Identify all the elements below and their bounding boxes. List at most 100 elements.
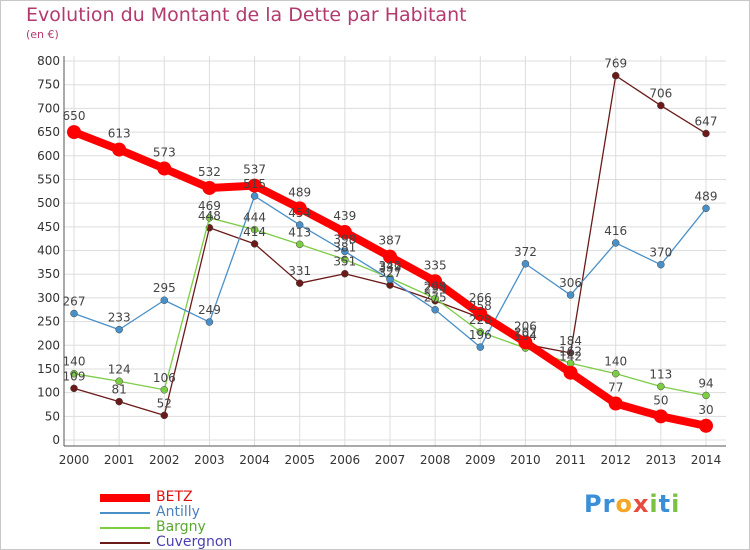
data-point-antilly xyxy=(386,275,394,284)
y-tick-label: 750 xyxy=(37,78,60,92)
data-label-bargny: 413 xyxy=(288,225,311,239)
x-tick-label: 2001 xyxy=(104,453,135,467)
data-label-antilly: 249 xyxy=(198,303,221,317)
x-tick-label: 2008 xyxy=(420,453,451,467)
data-point-cuvergnon xyxy=(657,101,665,110)
data-point-antilly xyxy=(160,296,169,304)
data-point-betz xyxy=(292,201,307,216)
data-point-bargny xyxy=(205,214,214,222)
legend: BETZ Antilly Bargny Cuvergnon xyxy=(100,489,360,550)
legend-item-antilly: Antilly xyxy=(100,504,360,520)
x-tick-label: 2006 xyxy=(330,453,361,467)
data-point-bargny xyxy=(341,255,349,264)
series-lines xyxy=(67,71,713,433)
data-point-betz xyxy=(112,142,127,157)
data-label-bargny: 342 xyxy=(379,259,402,273)
data-point-antilly xyxy=(521,260,530,268)
data-label-betz: 387 xyxy=(379,234,402,248)
data-label-bargny: 106 xyxy=(153,371,176,385)
data-point-bargny xyxy=(250,225,259,234)
x-tick-label: 2005 xyxy=(284,453,315,467)
data-point-antilly xyxy=(115,325,123,334)
logo-letter: r xyxy=(602,490,616,518)
data-point-bargny xyxy=(115,377,123,386)
data-labels: 109 81 52 448 414 331 351 327 294 258 202 184 769 706… xyxy=(63,57,718,417)
legend-label: BETZ xyxy=(156,489,193,505)
data-point-betz xyxy=(608,396,623,411)
data-label-betz: 489 xyxy=(288,185,311,199)
data-point-antilly xyxy=(657,260,665,269)
data-point-bargny xyxy=(702,391,710,400)
data-point-betz xyxy=(383,249,397,264)
y-tick-label: 0 xyxy=(52,433,60,447)
data-label-cuvergnon: 184 xyxy=(559,334,582,348)
y-tick-label: 50 xyxy=(45,409,60,423)
data-label-betz: 613 xyxy=(108,127,131,141)
data-label-bargny: 140 xyxy=(63,355,86,369)
data-point-antilly xyxy=(476,343,485,351)
data-point-cuvergnon xyxy=(115,397,123,406)
data-label-cuvergnon: 109 xyxy=(63,369,86,383)
x-tick-label: 2011 xyxy=(555,453,586,467)
y-tick-label: 650 xyxy=(37,125,60,139)
y-tick-label: 300 xyxy=(37,291,60,305)
data-point-antilly xyxy=(70,309,78,318)
data-label-antilly: 454 xyxy=(288,206,311,220)
proxiti-logo: Proxiti xyxy=(584,490,680,518)
legend-item-betz: BETZ xyxy=(100,489,360,505)
data-label-betz: 142 xyxy=(559,350,582,364)
data-point-betz xyxy=(202,180,217,195)
data-label-antilly: 372 xyxy=(514,245,537,259)
data-label-betz: 206 xyxy=(514,319,537,333)
data-point-antilly xyxy=(295,221,304,229)
legend-label: Antilly xyxy=(156,504,200,520)
legend-swatch xyxy=(100,494,150,502)
data-point-bargny xyxy=(431,294,439,303)
data-label-bargny: 140 xyxy=(604,355,627,369)
axes: 0501001502002503003504004505005506006507… xyxy=(37,54,726,467)
y-tick-label: 100 xyxy=(37,386,60,400)
data-label-bargny: 113 xyxy=(649,367,672,381)
data-point-bargny xyxy=(611,369,620,378)
data-label-bargny: 162 xyxy=(559,344,582,358)
y-tick-label: 250 xyxy=(37,315,60,329)
data-label-bargny: 194 xyxy=(514,329,537,343)
data-label-antilly: 489 xyxy=(695,189,718,203)
data-point-betz xyxy=(473,306,488,321)
legend-swatch xyxy=(100,542,150,544)
data-point-betz xyxy=(653,409,668,424)
data-label-antilly: 196 xyxy=(469,328,492,342)
legend-label: Cuvergnon xyxy=(156,534,233,550)
data-label-bargny: 94 xyxy=(698,376,713,390)
data-point-antilly xyxy=(611,239,620,247)
logo-letter: t xyxy=(658,490,672,518)
y-tick-label: 800 xyxy=(37,54,60,68)
data-point-antilly xyxy=(250,192,259,200)
x-tick-label: 2013 xyxy=(646,453,677,467)
logo-letter: i xyxy=(649,490,659,518)
x-tick-label: 2010 xyxy=(510,453,541,467)
x-tick-label: 2002 xyxy=(149,453,180,467)
data-point-cuvergnon xyxy=(611,71,620,80)
x-tick-label: 2009 xyxy=(465,453,496,467)
chart-title: Evolution du Montant de la Dette par Hab… xyxy=(26,4,467,26)
data-point-cuvergnon xyxy=(566,349,575,357)
data-label-betz: 573 xyxy=(153,146,176,160)
data-point-cuvergnon xyxy=(250,240,259,248)
logo-letter: P xyxy=(584,490,603,518)
x-tick-label: 2000 xyxy=(59,453,90,467)
data-label-betz: 537 xyxy=(243,163,266,177)
data-label-antilly: 295 xyxy=(153,281,176,295)
data-label-cuvergnon: 647 xyxy=(695,114,718,128)
x-tick-label: 2014 xyxy=(691,453,722,467)
data-label-antilly: 515 xyxy=(243,177,266,191)
y-tick-label: 350 xyxy=(37,267,60,281)
data-point-antilly xyxy=(431,305,439,314)
data-point-bargny xyxy=(476,328,485,336)
legend-label: Bargny xyxy=(156,519,206,535)
data-point-betz xyxy=(247,178,262,193)
data-point-betz xyxy=(157,161,172,176)
data-label-antilly: 370 xyxy=(649,246,672,260)
